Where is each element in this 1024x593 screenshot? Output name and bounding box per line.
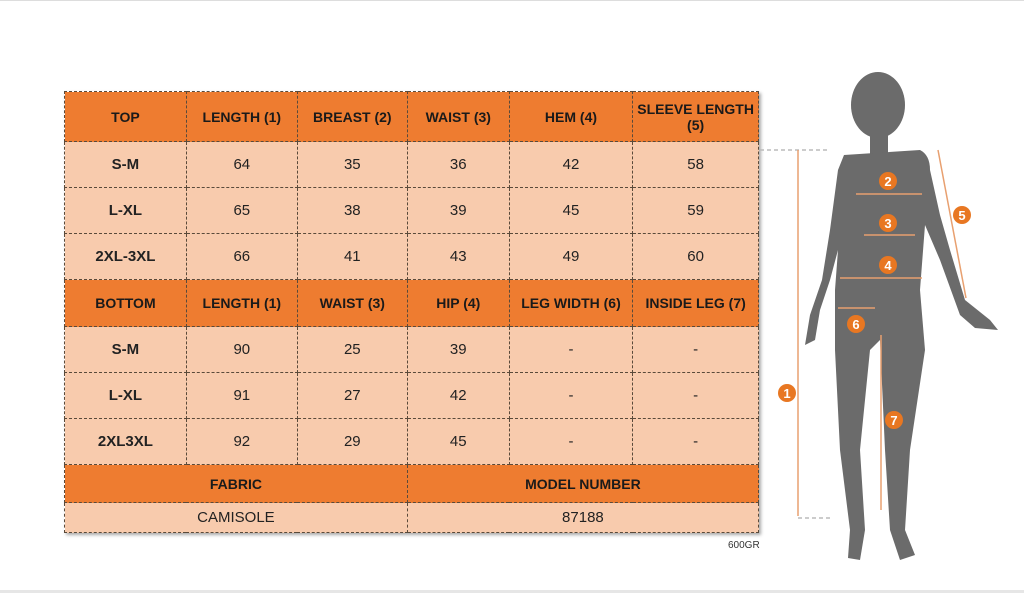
column-header: SLEEVE LENGTH (5)	[632, 91, 759, 142]
table-row: L-XL 91 27 42- -	[64, 372, 759, 419]
table-cell: 49	[508, 233, 634, 280]
table-cell: 39	[406, 326, 510, 373]
column-header: HIP (4)	[406, 279, 510, 327]
column-header: TOP	[64, 91, 187, 142]
table-cell: -	[632, 418, 759, 465]
column-header: LENGTH (1)	[185, 91, 298, 142]
header-row: BOTTOM LENGTH (1) WAIST (3) HIP (4) LEG WIDT…	[64, 279, 759, 327]
measurement-marker	[885, 411, 903, 429]
column-header: BOTTOM	[64, 279, 187, 327]
table-cell: 27	[296, 372, 408, 419]
measurement-marker	[879, 214, 897, 232]
table-cell: 45	[406, 418, 510, 465]
marker-label: 1	[783, 386, 790, 401]
table-cell: 91	[185, 372, 298, 419]
header-row: TOP LENGTH (1) BREAST (2) WAIST (3) HEM (4) S…	[64, 91, 759, 142]
table-cell: 25	[296, 326, 408, 373]
marker-label: 7	[890, 413, 897, 428]
table-cell: 42	[406, 372, 510, 419]
column-header: INSIDE LEG (7)	[632, 279, 759, 327]
column-header: BREAST (2)	[296, 91, 408, 142]
table-cell: S-M	[64, 141, 187, 188]
measurement-marker	[953, 206, 971, 224]
table-cell: 2XL3XL	[64, 418, 187, 465]
table-cell: 90	[185, 326, 298, 373]
table-cell: L-XL	[64, 372, 187, 419]
table-cell: 66	[185, 233, 298, 280]
fabric-value: CAMISOLE	[64, 502, 408, 533]
table-cell: 39	[406, 187, 510, 234]
table-cell: 58	[632, 141, 759, 188]
table-row: CAMISOLE 87188	[64, 502, 760, 533]
table-cell: -	[508, 418, 634, 465]
table-row: L-XL 65 38 39 45 59	[64, 187, 759, 234]
column-header: LENGTH (1)	[185, 279, 298, 327]
column-header: WAIST (3)	[406, 91, 510, 142]
header-row: FABRIC MODEL NUMBER	[64, 464, 760, 503]
silhouette	[805, 72, 998, 560]
body-measurement-figure: 1 2 3 4 5 6 7	[760, 72, 998, 560]
table-cell: 2XL-3XL	[64, 233, 187, 280]
table-cell: 59	[632, 187, 759, 234]
column-header: HEM (4)	[508, 91, 634, 142]
weight-note: 600GR	[728, 540, 760, 551]
measurement-marker	[879, 256, 897, 274]
marker-label: 4	[884, 258, 892, 273]
table-cell: -	[632, 372, 759, 419]
model-label: MODEL NUMBER	[406, 464, 760, 503]
measurement-marker	[778, 384, 796, 402]
table-cell: 45	[508, 187, 634, 234]
table-row: S-M 90 25 39- -	[64, 326, 759, 373]
table-cell: 38	[296, 187, 408, 234]
model-value: 87188	[406, 502, 760, 533]
table-cell: -	[508, 372, 634, 419]
marker-label: 6	[852, 317, 859, 332]
measurement-marker	[879, 172, 897, 190]
table-row: S-M 64 35 36 42 58	[64, 141, 759, 188]
marker-label: 3	[884, 216, 891, 231]
measurement-marker	[847, 315, 865, 333]
table-cell: 60	[632, 233, 759, 280]
marker-label: 2	[884, 174, 891, 189]
table-cell: L-XL	[64, 187, 187, 234]
column-header: WAIST (3)	[296, 279, 408, 327]
marker-label: 5	[958, 208, 965, 223]
table-cell: 43	[406, 233, 510, 280]
table-cell: 64	[185, 141, 298, 188]
table-cell: -	[632, 326, 759, 373]
table-cell: 42	[508, 141, 634, 188]
divider	[0, 0, 1024, 1]
table-cell: 29	[296, 418, 408, 465]
table-row: 2XL3XL 92 29 45- -	[64, 418, 759, 465]
table-cell: 92	[185, 418, 298, 465]
table-cell: S-M	[64, 326, 187, 373]
table-cell: 65	[185, 187, 298, 234]
table-cell: -	[508, 326, 634, 373]
table-cell: 41	[296, 233, 408, 280]
divider	[0, 590, 1024, 593]
column-header: LEG WIDTH (6)	[508, 279, 634, 327]
table-row: 2XL-3XL 66 41 43 49 60	[64, 233, 759, 280]
table-cell: 35	[296, 141, 408, 188]
table-cell: 36	[406, 141, 510, 188]
fabric-label: FABRIC	[64, 464, 408, 503]
size-chart-table: TOP LENGTH (1) BREAST (2) WAIST (3) HEM (4) S…	[64, 91, 760, 533]
